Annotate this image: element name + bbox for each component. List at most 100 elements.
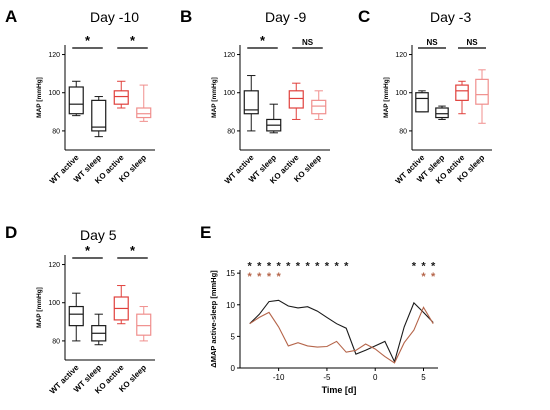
y-tick-label: 120 — [48, 52, 60, 59]
x-tick-label: -5 — [323, 373, 331, 382]
y-tick-label: 5 — [231, 332, 236, 341]
x-tick-label: 0 — [373, 373, 378, 382]
panel-title: Day -3 — [430, 9, 471, 25]
panel-title: Day -10 — [90, 9, 139, 25]
significance-star: * — [305, 261, 310, 273]
box-1 — [68, 80, 84, 117]
box-3 — [455, 80, 469, 115]
box-2 — [435, 105, 449, 120]
significance-label: * — [260, 33, 266, 48]
y-tick-label: 0 — [231, 364, 236, 373]
significance-star: * — [431, 261, 436, 273]
significance-star: * — [325, 261, 330, 273]
y-tick-label: 80 — [52, 338, 60, 345]
y-tick-label: 100 — [223, 90, 235, 97]
significance-star: * — [315, 261, 320, 273]
panel-label: E — [200, 223, 211, 242]
box-iqr — [136, 107, 152, 119]
significance-label: * — [85, 33, 91, 48]
y-tick-label: 15 — [226, 269, 235, 278]
significance-star: * — [257, 271, 262, 283]
y-tick-label: 120 — [223, 52, 235, 59]
box-iqr — [68, 305, 84, 327]
series-line-ko — [249, 306, 434, 364]
panel-title: Day 5 — [80, 227, 117, 243]
significance-star: * — [421, 261, 426, 273]
box-3 — [113, 80, 129, 109]
y-tick-label: 80 — [52, 128, 60, 135]
significance-star: * — [267, 271, 272, 283]
box-iqr — [136, 313, 152, 336]
box-iqr — [288, 90, 304, 109]
box-4 — [136, 306, 152, 342]
y-axis-label: MAP [mmHg] — [36, 287, 43, 328]
y-axis-label: MAP [mmHg] — [211, 77, 218, 118]
significance-star: * — [421, 271, 426, 283]
box-1 — [68, 292, 84, 342]
box-2 — [266, 103, 282, 134]
box-3 — [113, 285, 129, 325]
y-tick-label: 100 — [48, 300, 60, 307]
box-4 — [475, 69, 489, 124]
significance-star: * — [248, 271, 253, 283]
box-iqr — [243, 90, 259, 115]
box-2 — [91, 313, 107, 346]
box-4 — [311, 90, 327, 120]
significance-star: * — [257, 261, 262, 273]
y-axis-label: MAP [mmHg] — [36, 77, 43, 118]
box-iqr — [435, 107, 449, 119]
panel-title: Day -9 — [265, 9, 306, 25]
box-iqr — [475, 78, 489, 105]
box-3 — [288, 82, 304, 120]
line-panel-E: E 0 5 10 15 -10 -5 0 5 Time [d] ΔMAP active-sleep … — [200, 223, 438, 395]
box-iqr — [113, 90, 129, 105]
x-tick-label: -10 — [273, 373, 285, 382]
box-1 — [243, 75, 259, 132]
panel-label: D — [5, 223, 17, 242]
significance-star: * — [267, 261, 272, 273]
box-1 — [415, 90, 429, 113]
significance-star: * — [412, 261, 417, 273]
x-axis-label: Time [d] — [322, 385, 357, 395]
significance-star: * — [296, 261, 301, 273]
significance-label: NS — [426, 38, 438, 47]
y-axis-label: ΔMAP active-sleep [mmHg] — [209, 270, 218, 368]
box-iqr — [311, 99, 327, 115]
y-axis-label: MAP [mmHg] — [383, 77, 390, 118]
significance-star: * — [286, 261, 291, 273]
significance-label: * — [130, 33, 136, 48]
y-tick-label: 10 — [226, 301, 235, 310]
box-2 — [91, 96, 107, 138]
significance-star: * — [276, 271, 281, 283]
significance-star: * — [334, 261, 339, 273]
y-tick-label: 80 — [227, 128, 235, 135]
y-tick-label: 100 — [395, 90, 407, 97]
y-tick-label: 120 — [48, 262, 60, 269]
box-4 — [136, 84, 152, 122]
x-tick-label: 5 — [421, 373, 426, 382]
significance-label: NS — [302, 38, 314, 47]
significance-label: NS — [466, 38, 478, 47]
y-tick-label: 120 — [395, 52, 407, 59]
significance-star: * — [248, 261, 253, 273]
panel-label: A — [5, 7, 17, 26]
significance-label: * — [85, 243, 91, 258]
series-line-wt — [249, 299, 434, 364]
significance-label: * — [130, 243, 136, 258]
significance-star: * — [344, 261, 349, 273]
box-iqr — [455, 84, 469, 101]
y-tick-label: 80 — [399, 128, 407, 135]
significance-star: * — [431, 271, 436, 283]
box-iqr — [68, 86, 84, 115]
panel-label: B — [180, 7, 192, 26]
significance-star: * — [276, 261, 281, 273]
y-tick-label: 100 — [48, 90, 60, 97]
panel-label: C — [358, 7, 370, 26]
box-iqr — [91, 99, 107, 132]
box-iqr — [415, 92, 429, 113]
